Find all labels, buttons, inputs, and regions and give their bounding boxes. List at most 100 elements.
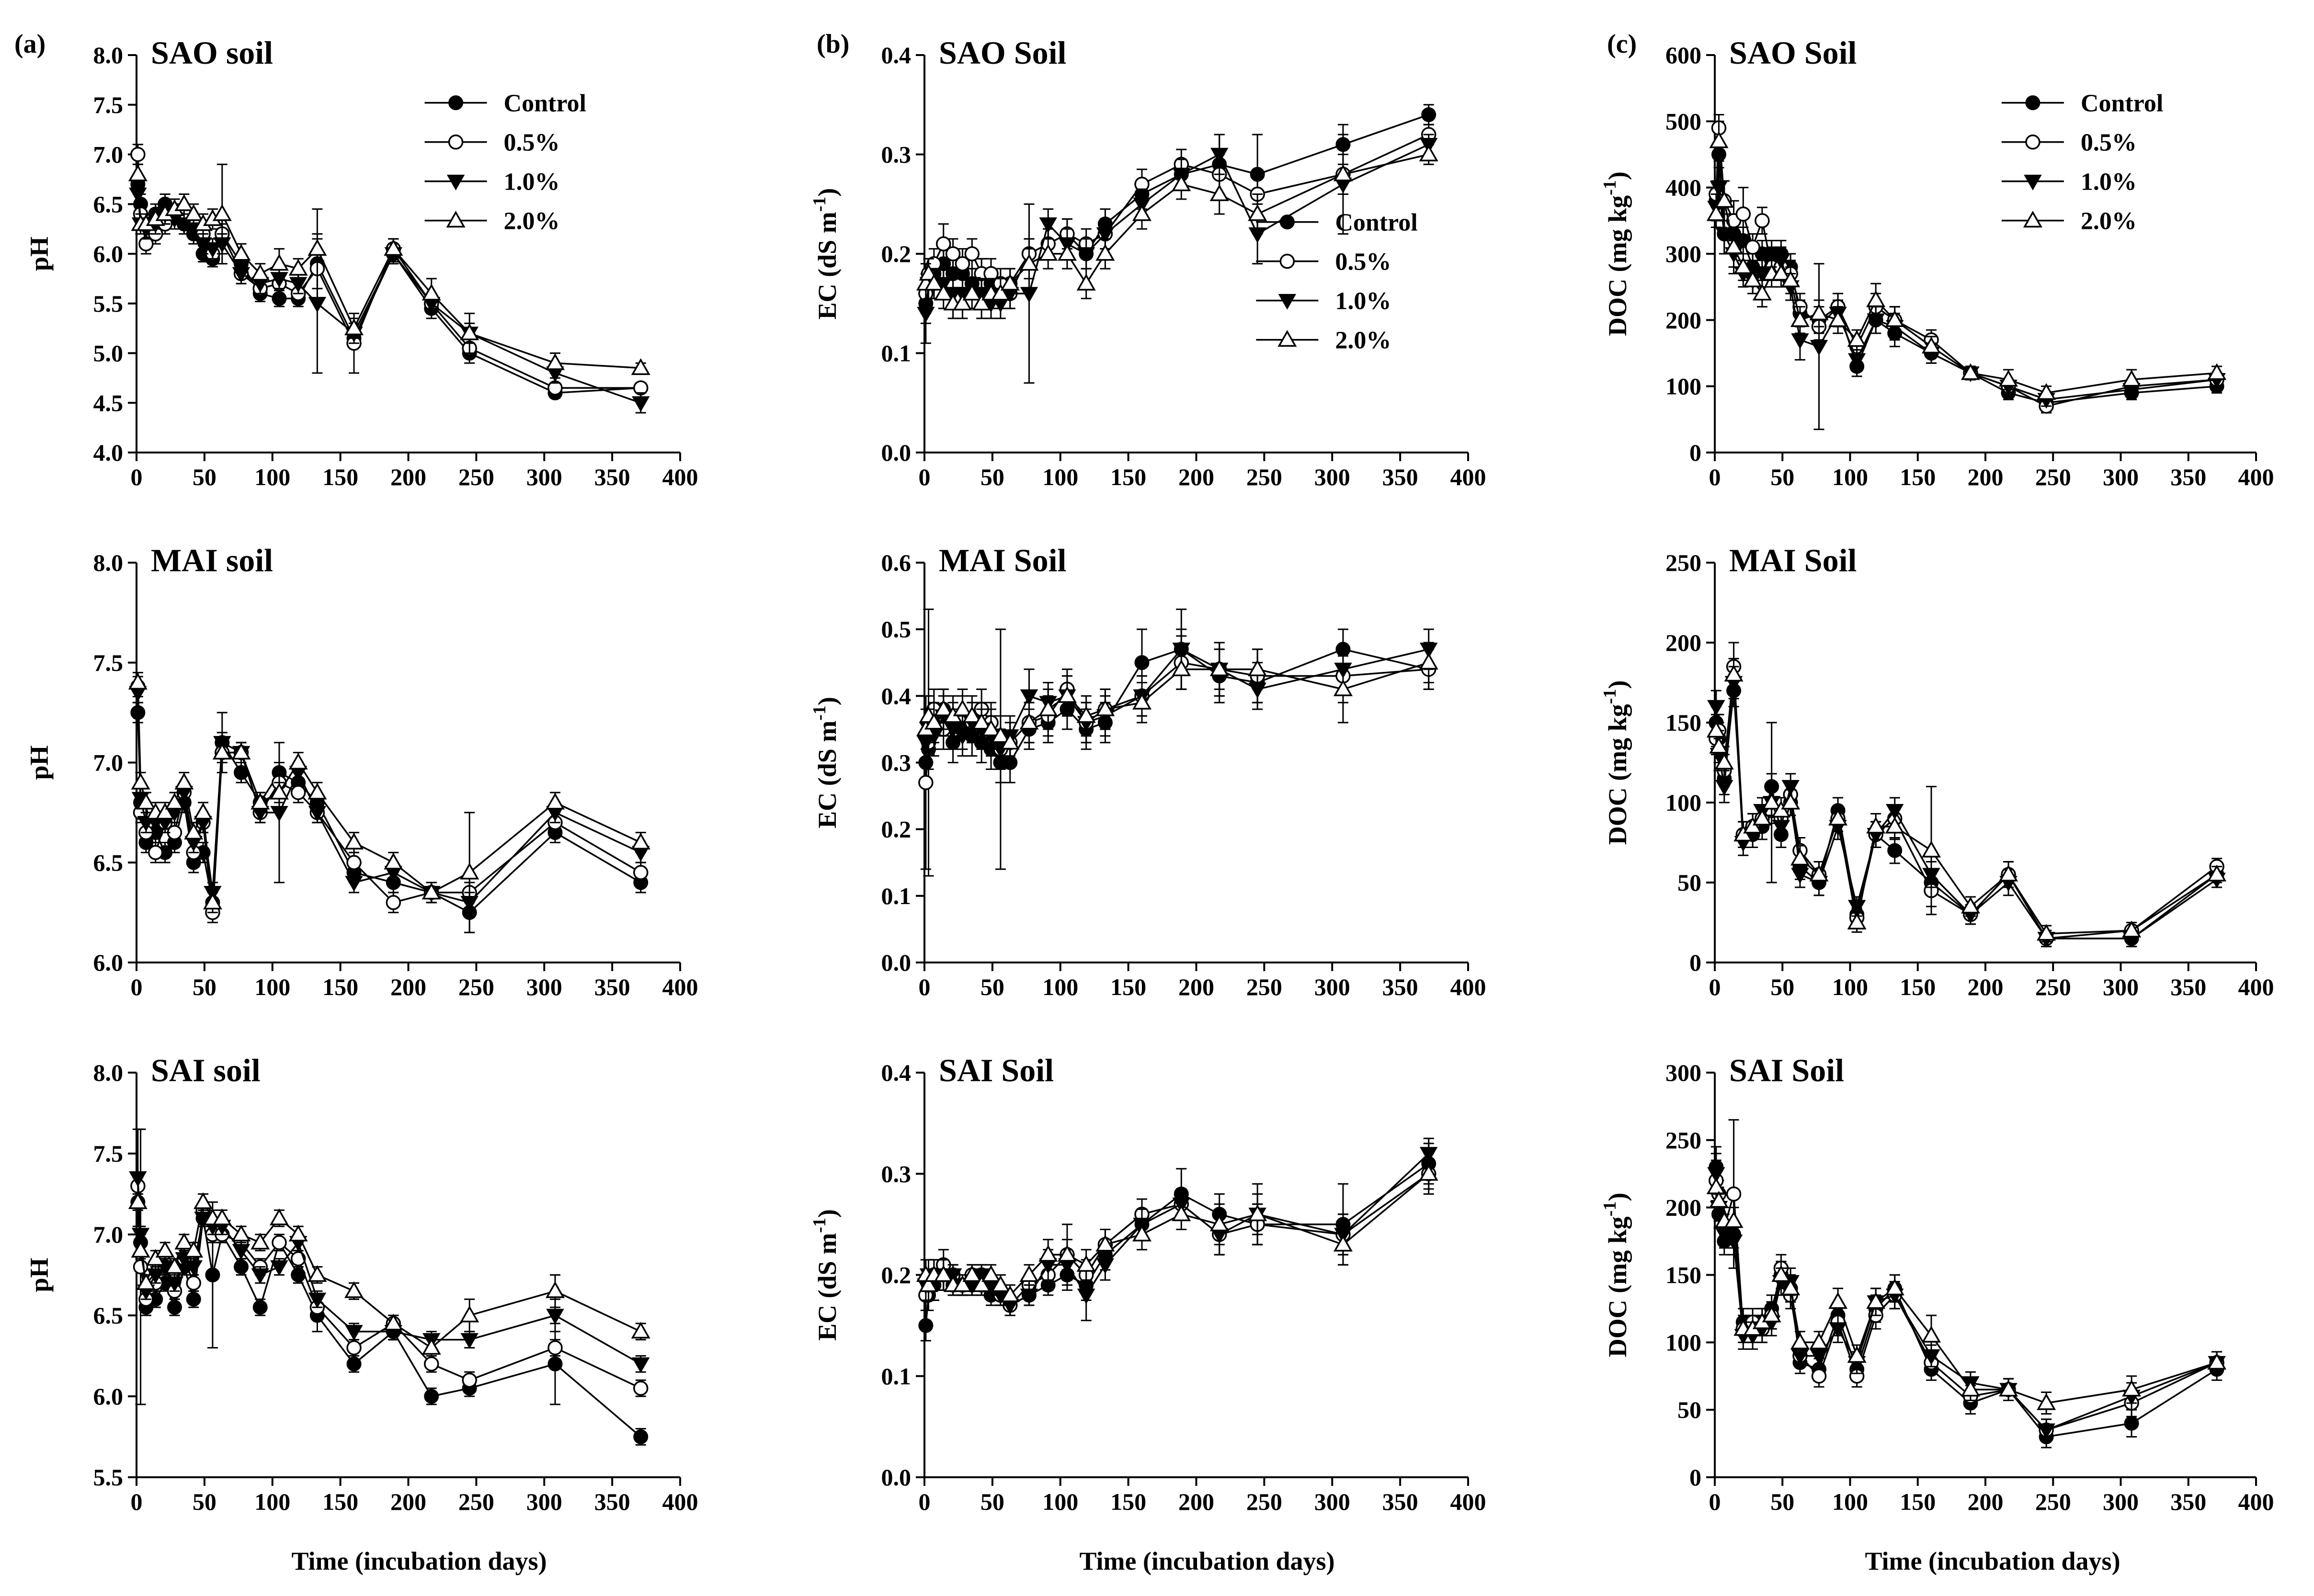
data-point [1733,257,1753,274]
data-point [1921,1325,1941,1343]
data-point [924,273,944,291]
data-point [1095,244,1115,261]
y-tick-label: 6.0 [93,240,124,267]
data-point [194,803,213,820]
y-tick-label: 200 [1665,629,1701,656]
x-tick-label: 400 [662,464,698,490]
x-tick-label: 0 [1709,464,1721,490]
x-tick-label: 350 [594,464,630,490]
data-point [1333,679,1353,696]
data-point [631,1322,650,1339]
panel-title: SAI soil [151,1052,261,1088]
x-tick-label: 300 [526,464,562,490]
y-tick-label: 400 [1665,174,1701,201]
series-line [1715,141,2217,394]
data-point [1419,1164,1438,1181]
data-point [1715,780,1733,796]
data-point [547,1340,563,1356]
y-tick-label: 6.0 [93,949,124,976]
x-tick-label: 400 [1450,464,1486,490]
chart-panel-9: 0 50 100 150 200 250 300 350 400 0 50 100 150 200 250 3… [1600,1052,2274,1515]
data-point [131,1241,150,1258]
y-tick-label: 4.5 [93,389,124,416]
panel-title: MAI Soil [1729,542,1857,578]
x-tick-label: 50 [193,973,217,1000]
y-tick-label: 500 [1665,108,1701,135]
data-point [131,772,150,790]
data-point [2122,1380,2142,1397]
x-tick-label: 200 [1968,1488,2004,1515]
y-tick-label: 6.5 [93,849,124,876]
data-point [269,254,289,271]
legend-label: 2.0% [2081,208,2137,235]
y-axis-title: pH [25,1257,54,1292]
data-point [128,1192,148,1209]
series-20 [1706,657,2227,943]
data-point [1333,1234,1353,1252]
legend-label: 0.5% [504,129,560,157]
data-point [2037,383,2056,400]
y-tick-label: 0.0 [881,949,912,976]
y-tick-label: 6.5 [93,1302,124,1329]
data-point [290,1251,306,1267]
data-point [981,1265,1001,1282]
data-point [1752,283,1772,301]
data-point [1885,1279,1904,1296]
data-point [231,743,251,760]
legend-marker [446,174,465,191]
data-point [2122,920,2142,938]
x-tick-label: 150 [1900,464,1936,490]
data-point [165,1257,184,1274]
data-point [460,1305,479,1323]
data-point [288,1224,308,1242]
data-point [1209,1214,1229,1232]
x-tick-label: 150 [1110,973,1146,1000]
series-20 [1706,120,2227,400]
y-axis-title: EC (dS m-1) [809,188,842,320]
data-point [631,1357,650,1373]
x-tick-label: 400 [2238,1488,2274,1515]
y-axis-title: EC (dS m-1) [809,1209,842,1341]
data-point [1743,816,1763,834]
legend-marker [1277,330,1297,347]
data-point [155,803,175,820]
data-point [1039,217,1057,233]
y-tick-label: 0.0 [881,439,912,466]
data-point [270,1260,288,1276]
x-tick-label: 0 [919,973,931,1000]
data-point [545,353,565,370]
x-tick-label: 150 [322,1488,358,1515]
y-tick-label: 0.0 [881,1464,912,1491]
x-tick-label: 250 [2035,1488,2071,1515]
data-point [1132,204,1152,221]
data-point [1885,310,1904,327]
data-point [1887,843,1903,858]
y-tick-label: 8.0 [93,42,124,68]
data-point [1172,659,1191,677]
y-tick-label: 0.4 [881,42,912,68]
legend-label: Control [504,90,586,117]
x-tick-label: 100 [1832,973,1868,1000]
legend-marker [448,95,464,111]
data-point [1724,665,1744,682]
data-point [290,785,306,800]
data-point [460,862,479,880]
y-tick-label: 7.0 [93,1221,124,1248]
data-point [2122,370,2142,387]
data-point [633,1429,649,1444]
chart-panel-1: 0 50 100 150 200 250 300 350 400 4.0 4.5 5.0 5.5 6.0 6… [25,34,698,490]
y-axis-title: DOC (mg kg-1) [1600,1193,1632,1358]
data-point [212,204,232,221]
data-point [1771,1265,1791,1282]
x-tick-label: 350 [2170,464,2206,490]
data-point [1706,721,1726,738]
x-axis-title-col-b: Time (incubation days) [1079,1547,1334,1575]
legend-label: 0.5% [2081,129,2137,157]
panel-letter-c: (c) [1607,29,1637,59]
data-point [2037,1393,2056,1410]
x-axis-title-col-a: Time (incubation days) [291,1547,547,1575]
y-tick-label: 0 [1689,1464,1701,1491]
data-point [167,1300,182,1315]
data-point [1811,1369,1827,1384]
